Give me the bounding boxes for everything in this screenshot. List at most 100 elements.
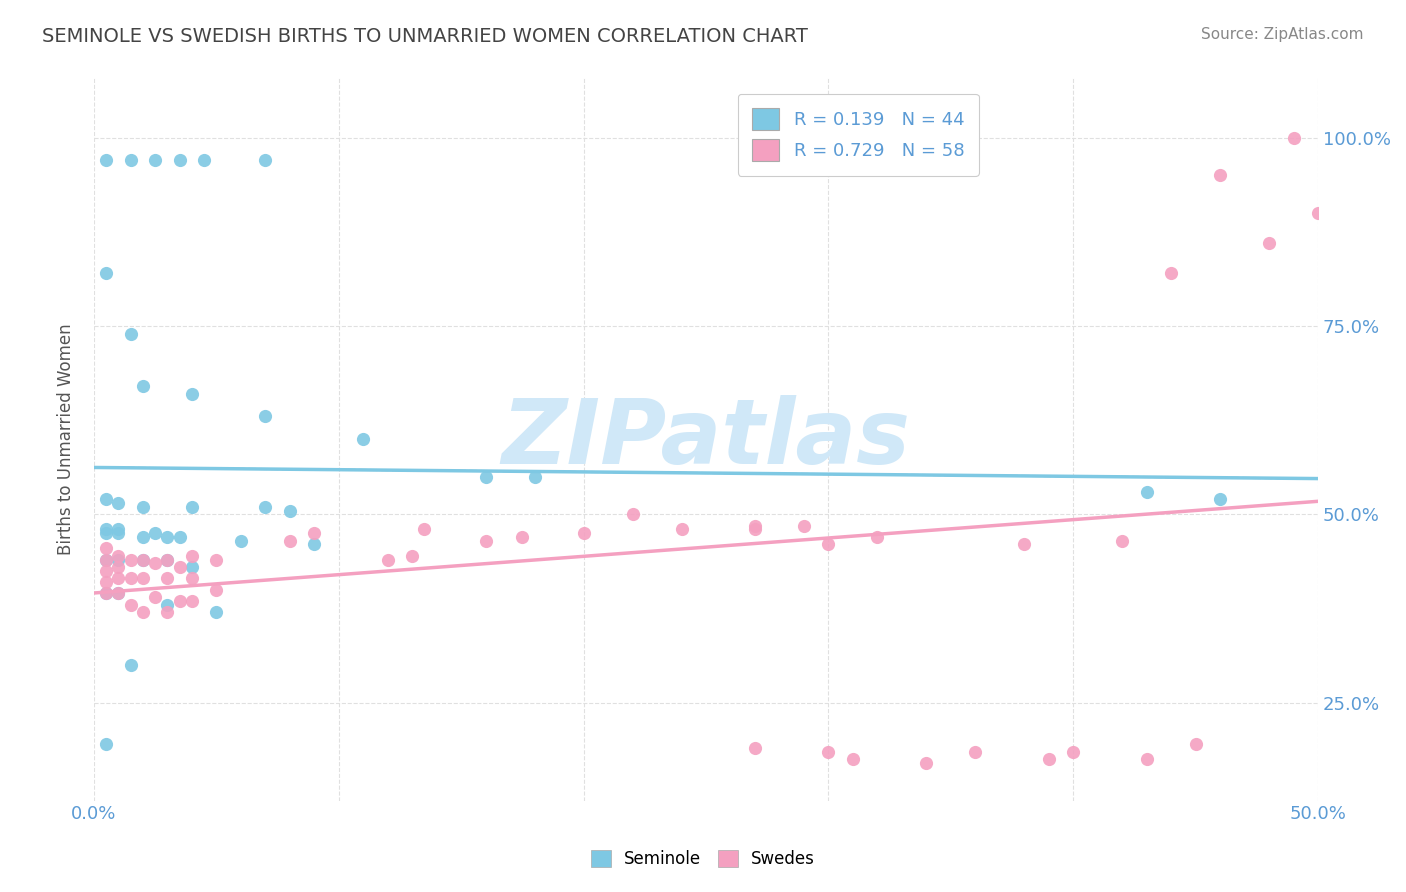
- Point: [96, 586, 118, 600]
- Point: [96, 564, 118, 578]
- Point: [1038, 752, 1060, 766]
- Point: [96, 492, 118, 507]
- Point: [132, 605, 155, 619]
- Point: [120, 552, 142, 566]
- Point: [96, 586, 118, 600]
- Point: [96, 575, 118, 590]
- Point: [169, 594, 191, 608]
- Point: [352, 432, 374, 446]
- Point: [169, 560, 191, 574]
- Point: [156, 598, 179, 612]
- Point: [1282, 130, 1305, 145]
- Point: [180, 594, 202, 608]
- Point: [1308, 206, 1330, 220]
- Point: [1160, 266, 1182, 280]
- Point: [1209, 492, 1232, 507]
- Point: [523, 469, 546, 483]
- Point: [169, 153, 191, 168]
- Point: [180, 549, 202, 563]
- Text: ZIPatlas: ZIPatlas: [502, 395, 911, 483]
- Point: [132, 571, 155, 585]
- Point: [915, 756, 938, 770]
- Point: [474, 469, 496, 483]
- Point: [254, 409, 277, 424]
- Point: [254, 500, 277, 514]
- Point: [143, 557, 166, 571]
- Point: [107, 571, 129, 585]
- Point: [96, 526, 118, 541]
- Point: [156, 571, 179, 585]
- Point: [744, 740, 766, 755]
- Point: [671, 523, 693, 537]
- Y-axis label: Births to Unmarried Women: Births to Unmarried Women: [58, 323, 75, 555]
- Point: [107, 560, 129, 574]
- Point: [156, 530, 179, 544]
- Point: [96, 737, 118, 751]
- Point: [254, 153, 277, 168]
- Point: [413, 523, 436, 537]
- Legend: Seminole, Swedes: Seminole, Swedes: [583, 843, 823, 875]
- Point: [120, 571, 142, 585]
- Point: [512, 530, 534, 544]
- Point: [205, 552, 228, 566]
- Point: [744, 523, 766, 537]
- Point: [180, 387, 202, 401]
- Point: [205, 582, 228, 597]
- Point: [817, 537, 839, 551]
- Point: [278, 533, 301, 548]
- Point: [120, 658, 142, 673]
- Point: [621, 508, 644, 522]
- Point: [1258, 236, 1281, 251]
- Point: [744, 518, 766, 533]
- Point: [96, 552, 118, 566]
- Point: [1062, 745, 1084, 759]
- Text: SEMINOLE VS SWEDISH BIRTHS TO UNMARRIED WOMEN CORRELATION CHART: SEMINOLE VS SWEDISH BIRTHS TO UNMARRIED …: [42, 27, 808, 45]
- Point: [229, 533, 252, 548]
- Point: [377, 552, 399, 566]
- Point: [156, 552, 179, 566]
- Point: [1136, 484, 1159, 499]
- Point: [107, 586, 129, 600]
- Point: [817, 745, 839, 759]
- Point: [132, 552, 155, 566]
- Point: [304, 526, 326, 541]
- Point: [572, 526, 595, 541]
- Point: [143, 526, 166, 541]
- Point: [278, 503, 301, 517]
- Point: [180, 500, 202, 514]
- Point: [107, 496, 129, 510]
- Point: [193, 153, 215, 168]
- Point: [96, 153, 118, 168]
- Point: [1014, 537, 1036, 551]
- Point: [304, 537, 326, 551]
- Point: [1136, 752, 1159, 766]
- Point: [120, 598, 142, 612]
- Text: Source: ZipAtlas.com: Source: ZipAtlas.com: [1201, 27, 1364, 42]
- Point: [180, 571, 202, 585]
- Point: [143, 591, 166, 605]
- Point: [96, 266, 118, 280]
- Point: [866, 530, 889, 544]
- Point: [793, 518, 815, 533]
- Point: [965, 745, 987, 759]
- Point: [1184, 737, 1206, 751]
- Point: [401, 549, 423, 563]
- Point: [107, 526, 129, 541]
- Point: [96, 541, 118, 556]
- Point: [205, 605, 228, 619]
- Point: [1111, 533, 1133, 548]
- Point: [474, 533, 496, 548]
- Point: [842, 752, 865, 766]
- Point: [107, 523, 129, 537]
- Point: [132, 500, 155, 514]
- Point: [107, 586, 129, 600]
- Point: [156, 605, 179, 619]
- Point: [132, 530, 155, 544]
- Point: [96, 552, 118, 566]
- Point: [1209, 169, 1232, 183]
- Point: [107, 549, 129, 563]
- Point: [132, 552, 155, 566]
- Legend: R = 0.139   N = 44, R = 0.729   N = 58: R = 0.139 N = 44, R = 0.729 N = 58: [738, 94, 979, 176]
- Point: [156, 552, 179, 566]
- Point: [107, 552, 129, 566]
